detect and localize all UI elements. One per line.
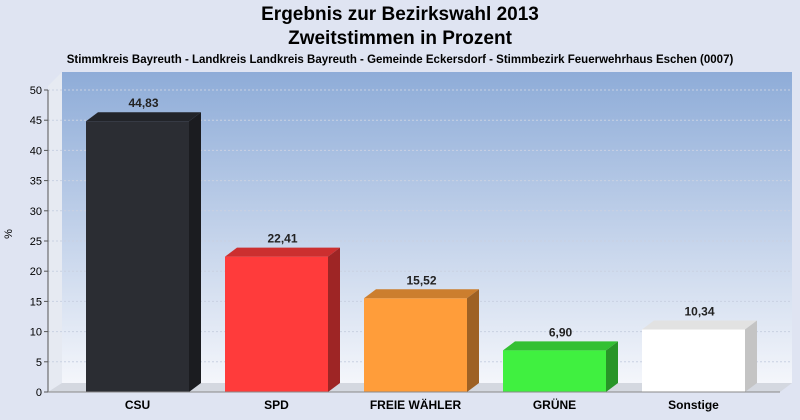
y-tick-label: 35 <box>30 176 42 188</box>
bar-spd: 22,41 <box>225 232 340 392</box>
y-tick-label: 25 <box>30 236 42 248</box>
data-label: 10,34 <box>684 305 714 319</box>
data-label: 6,90 <box>549 325 573 339</box>
bar-side <box>189 112 201 392</box>
bar-csu: 44,83 <box>86 96 201 392</box>
y-tick-label: 50 <box>30 85 42 97</box>
y-tick-label: 30 <box>30 206 42 218</box>
bar-top <box>225 247 340 257</box>
bar-top <box>642 320 757 330</box>
data-label: 15,52 <box>406 273 436 287</box>
x-tick-label: FREIE WÄHLER <box>370 397 462 412</box>
bar-front <box>86 121 189 392</box>
y-axis: 0 5 10 15 20 25 30 35 40 45 50 <box>30 85 49 399</box>
bar-top <box>364 289 479 299</box>
y-tick-label: 20 <box>30 266 42 278</box>
x-tick-label: SPD <box>264 398 289 412</box>
bar-top <box>503 341 618 351</box>
bar-side <box>467 289 479 392</box>
bar-front <box>364 298 467 392</box>
bar-side <box>745 320 757 392</box>
data-label: 44,83 <box>128 96 158 110</box>
data-label: 22,41 <box>267 232 297 246</box>
bar-top <box>86 112 201 122</box>
bar-sonstige: 10,34 <box>642 305 757 392</box>
chart-subtitle: Zweitstimmen in Prozent <box>288 28 512 49</box>
x-tick-label: Sonstige <box>668 398 719 412</box>
bar-side <box>606 341 618 392</box>
bar-freie-w-hler: 15,52 <box>364 273 479 392</box>
chart-location: Stimmkreis Bayreuth - Landkreis Landkrei… <box>66 54 734 66</box>
y-tick-label: 40 <box>30 145 42 157</box>
y-tick-label: 15 <box>30 296 42 308</box>
bar-front <box>642 329 745 392</box>
x-tick-label: GRÜNE <box>533 397 576 412</box>
x-tick-label: CSU <box>125 398 150 412</box>
chart-title: Ergebnis zur Bezirkswahl 2013 <box>261 4 539 25</box>
bar-side <box>328 247 340 392</box>
bar-front <box>503 350 606 392</box>
y-tick-label: 45 <box>30 115 42 127</box>
y-tick-label: 5 <box>36 357 42 369</box>
bar-front <box>225 256 328 392</box>
x-axis: CSU SPD FREIE WÄHLER GRÜNE Sonstige <box>48 391 780 412</box>
y-tick-label: 0 <box>36 387 42 399</box>
bar-gr-ne: 6,90 <box>503 325 618 392</box>
bars: 44,83 22,41 15,52 6,90 10,34 <box>86 96 757 392</box>
plot-left-wall <box>48 72 62 392</box>
y-tick-label: 10 <box>30 327 42 339</box>
